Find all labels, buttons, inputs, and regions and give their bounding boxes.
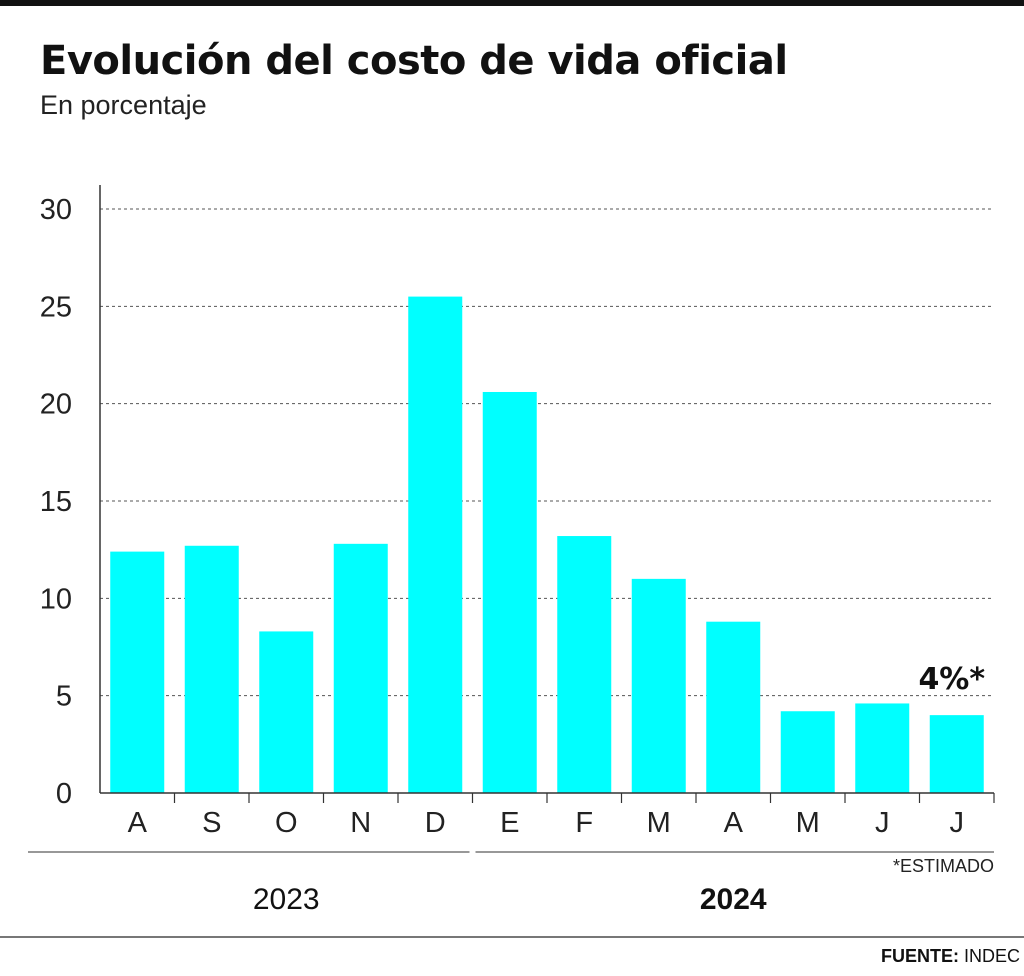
x-tick-label: D [425, 807, 446, 839]
y-tick-label: 25 [40, 291, 72, 323]
value-annotation: 4%* [918, 662, 985, 697]
bar [110, 551, 165, 793]
bar [706, 621, 761, 793]
bar [408, 296, 463, 793]
x-tick-label: A [724, 807, 744, 839]
chart-title: Evolución del costo de vida oficial [40, 38, 788, 84]
x-tick-label: J [950, 807, 965, 839]
x-tick-label: O [275, 807, 298, 839]
bar [929, 715, 984, 793]
bar [482, 391, 537, 793]
x-tick-label: S [202, 807, 221, 839]
source-line: FUENTE: INDEC [881, 946, 1020, 967]
chart-subtitle: En porcentaje [40, 90, 207, 120]
x-tick-label: M [796, 807, 820, 839]
source-value: INDEC [963, 946, 1020, 966]
x-tick-label: F [575, 807, 593, 839]
bar [631, 578, 686, 793]
y-tick-label: 20 [40, 389, 72, 421]
y-tick-label: 10 [40, 583, 72, 615]
x-tick-label: N [350, 807, 371, 839]
estimate-note: *ESTIMADO [892, 856, 994, 876]
bar [259, 631, 314, 793]
x-tick-label: E [500, 807, 519, 839]
bar [333, 543, 388, 793]
year-label: 2023 [253, 883, 320, 916]
x-tick-label: A [128, 807, 148, 839]
bar [184, 545, 239, 793]
y-tick-label: 15 [40, 486, 72, 518]
top-rule [0, 0, 1024, 6]
y-tick-label: 30 [40, 194, 72, 226]
year-label: 2024 [700, 883, 767, 916]
y-tick-label: 0 [56, 778, 72, 810]
bar [557, 536, 612, 793]
source-label: FUENTE: [880, 946, 959, 966]
x-tick-label: M [647, 807, 671, 839]
bar [780, 711, 835, 793]
source-rule [0, 936, 1024, 938]
y-tick-label: 5 [56, 681, 72, 713]
x-tick-label: J [875, 807, 890, 839]
bar [855, 703, 910, 793]
